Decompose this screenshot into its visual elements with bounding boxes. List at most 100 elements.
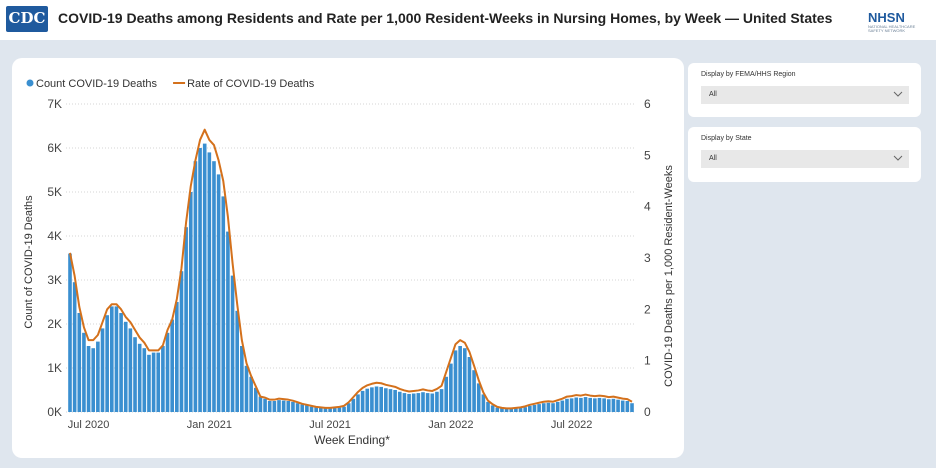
bar	[332, 408, 337, 412]
dropdown[interactable]: All	[701, 86, 909, 104]
x-tick-label: Jan 2021	[187, 419, 232, 431]
y-tick-label: 6K	[47, 141, 62, 155]
bar	[486, 401, 490, 412]
y2-tick-label: 4	[644, 200, 651, 214]
x-tick-label: Jul 2021	[309, 419, 351, 431]
bar	[72, 282, 77, 412]
bar	[397, 391, 402, 412]
chevron	[893, 155, 903, 161]
y-tick-label: 4K	[47, 229, 62, 243]
bar	[384, 388, 388, 412]
y-tick-label: 3K	[47, 273, 62, 287]
page-title: COVID-19 Deaths among Residents and Rate…	[58, 10, 833, 26]
x-tick-label: Jul 2020	[68, 419, 110, 431]
bar	[430, 393, 435, 412]
bar	[523, 407, 527, 412]
bar	[170, 319, 174, 412]
y2-tick-label: 0	[644, 405, 651, 419]
bar	[314, 407, 318, 412]
bar	[100, 328, 105, 412]
bar	[388, 389, 393, 412]
bar	[179, 271, 184, 412]
y2-tick-label: 2	[644, 302, 651, 316]
bar	[583, 397, 588, 412]
bar	[151, 352, 156, 412]
bar	[114, 306, 119, 412]
bar	[161, 346, 165, 412]
bar	[77, 313, 82, 412]
nhsn-subtitle: NATIONAL HEALTHCARE SAFETY NETWORK	[868, 24, 916, 33]
state-filter[interactable]: Display by State All	[688, 127, 921, 182]
dropdown-value: All	[709, 91, 717, 98]
bar	[425, 393, 430, 412]
y2-tick-label: 1	[644, 354, 651, 368]
y-tick-label: 7K	[47, 97, 62, 111]
bar	[495, 407, 500, 412]
x-axis-label: Week Ending*	[314, 433, 390, 447]
bar	[137, 343, 142, 412]
bar	[365, 388, 370, 412]
x-tick-label: Jul 2022	[551, 419, 593, 431]
bar	[514, 408, 518, 412]
bar	[444, 376, 449, 412]
y-tick-label: 1K	[47, 361, 62, 375]
filter-label: Display by State	[701, 135, 752, 142]
bar	[625, 401, 630, 412]
y-tick-label: 5K	[47, 185, 62, 199]
bar	[476, 383, 481, 412]
bar	[509, 408, 514, 412]
bar	[537, 404, 541, 412]
filter-label: Display by FEMA/HHS Region	[701, 71, 796, 78]
bar	[96, 341, 100, 412]
bar	[393, 390, 397, 412]
bar	[198, 148, 202, 412]
dropdown[interactable]: All	[701, 150, 909, 168]
bar	[272, 401, 277, 412]
bar	[602, 398, 606, 412]
bar	[616, 399, 620, 412]
bar	[541, 403, 546, 412]
bar	[263, 398, 267, 412]
bar	[207, 152, 212, 412]
bar	[253, 387, 258, 412]
bar	[281, 400, 286, 412]
bar	[532, 404, 537, 412]
rate-line	[69, 128, 633, 410]
bar	[309, 406, 314, 412]
bar	[230, 275, 235, 412]
bar	[421, 392, 425, 412]
bar	[379, 386, 384, 412]
bar	[156, 352, 161, 412]
bar	[370, 387, 374, 412]
bar	[593, 398, 597, 412]
bar	[291, 401, 295, 412]
bar	[133, 337, 137, 412]
bar	[435, 391, 439, 412]
bar	[555, 401, 560, 412]
y2-tick-label: 5	[644, 148, 651, 162]
bar	[337, 407, 342, 412]
y-tick-label: 2K	[47, 317, 62, 331]
legend-label: Rate of COVID-19 Deaths	[187, 78, 315, 90]
bar	[504, 408, 509, 412]
bar	[267, 401, 272, 412]
bar	[458, 346, 462, 412]
bar	[86, 346, 91, 412]
bar	[318, 407, 323, 412]
cdc-logo: CDC	[6, 6, 48, 32]
bar	[356, 394, 360, 412]
nhsn-logo: NHSN	[868, 10, 905, 25]
bar	[407, 393, 411, 412]
bar	[439, 389, 444, 412]
bar	[119, 313, 123, 412]
chart-panel: COVID-19 Deaths per 1,000 Resident-Weeks…	[12, 58, 684, 458]
bar	[226, 231, 230, 412]
bar	[579, 397, 583, 412]
region-filter[interactable]: Display by FEMA/HHS Region All	[688, 63, 921, 117]
bar	[500, 408, 504, 412]
bar	[295, 403, 300, 412]
bar	[68, 253, 72, 412]
bar	[323, 408, 328, 412]
header: CDC COVID-19 Deaths among Residents and …	[0, 0, 936, 40]
